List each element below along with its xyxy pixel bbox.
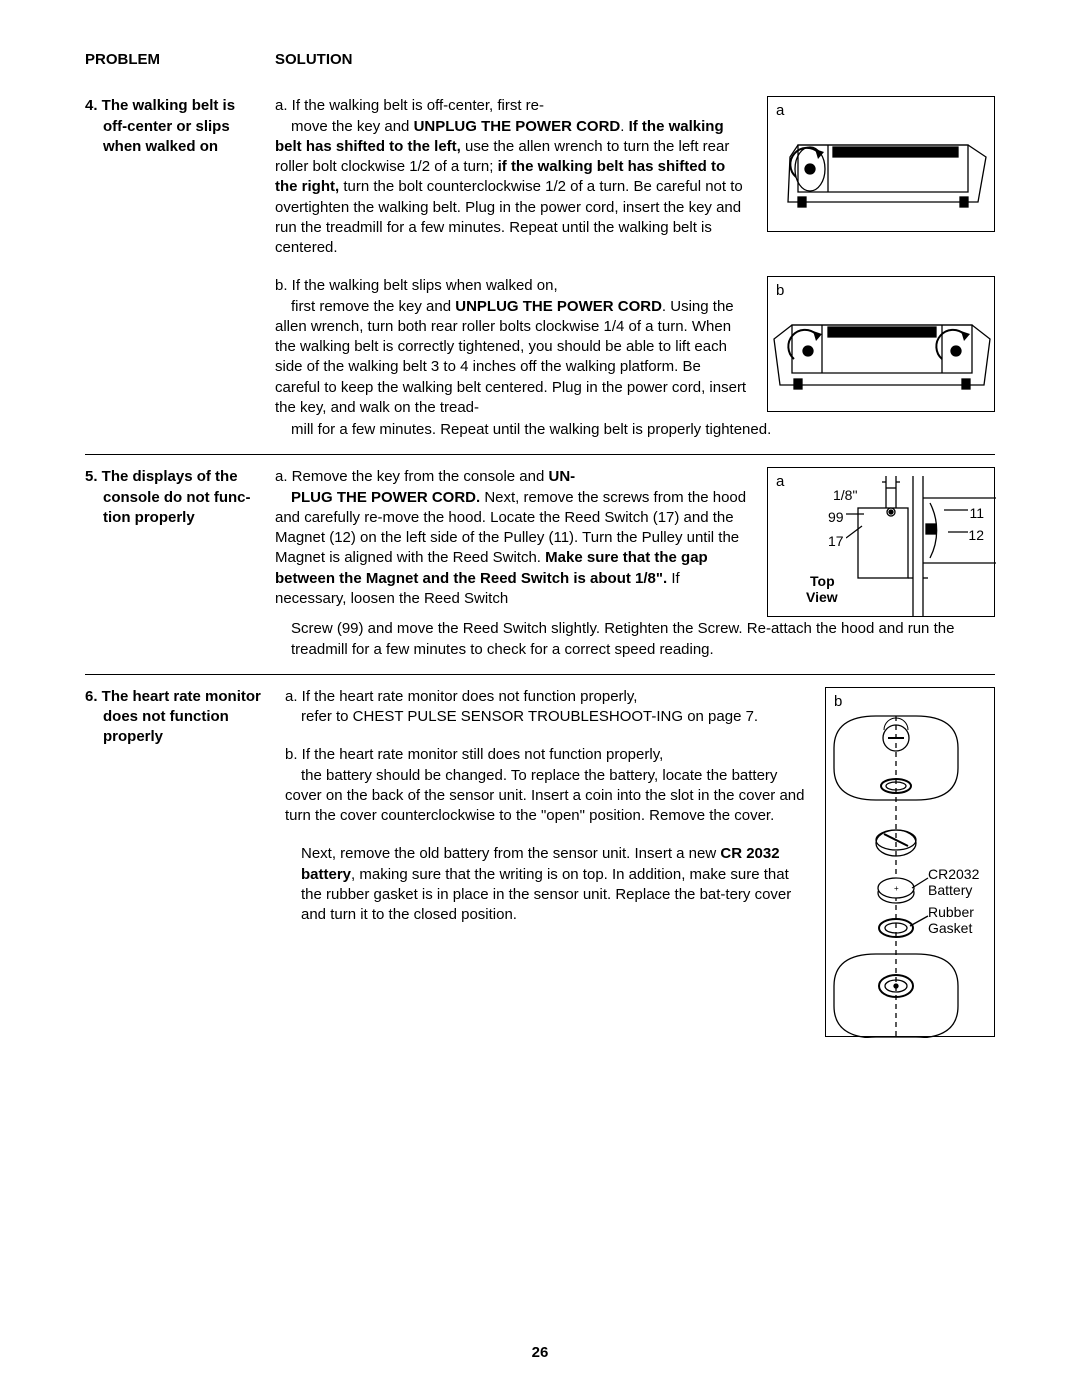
p4-a-l2: move the key and <box>275 118 414 135</box>
page-number: 26 <box>0 1343 1080 1363</box>
p4-a-l3: . <box>620 118 628 135</box>
problem-4-solution: a. If the walking belt is off-center, fi… <box>275 96 995 440</box>
problem-5-row: 5. The displays of the console do not fu… <box>85 455 995 674</box>
p4-b-text: b. If the walking belt slips when walked… <box>275 276 767 418</box>
p6-text-column: a. If the heart rate monitor does not fu… <box>285 687 825 1037</box>
problem-5-title: 5. The displays of the console do not fu… <box>85 467 275 660</box>
svg-text:+: + <box>894 884 899 893</box>
p6-b-p2-l2: , making sure that the writing is on top… <box>301 866 791 924</box>
p6-b-prefix: b. If the heart rate monitor still does … <box>285 746 663 763</box>
p5-a-text: a. Remove the key from the console and U… <box>275 467 767 617</box>
p6-title-l2: does not function <box>85 707 229 727</box>
p4-a-text: a. If the walking belt is off-center, fi… <box>275 96 767 258</box>
fig5-gap: 1/8" <box>833 486 857 505</box>
figure-4b-label: b <box>776 281 784 301</box>
p6-b-l2: the battery should be changed. To replac… <box>285 767 804 825</box>
figure-4a: a <box>767 96 995 232</box>
p4-title-l3: when walked on <box>85 137 218 157</box>
p6-b-p2-l1: Next, remove the old battery from the se… <box>301 845 720 862</box>
p6-solution-b2: Next, remove the old battery from the se… <box>285 844 811 925</box>
problem-6-solution: a. If the heart rate monitor does not fu… <box>285 687 995 1037</box>
p5-solution-a: a. Remove the key from the console and U… <box>275 467 995 617</box>
fig6-gasket-l1: Rubber <box>928 904 974 920</box>
p6-title-l3: properly <box>85 727 163 747</box>
p4-a-prefix: a. If the walking belt is off-center, fi… <box>275 97 544 114</box>
p4-b-l3: . Using the allen wrench, turn both rear… <box>275 298 746 416</box>
p4-title-l2: off-center or slips <box>85 117 230 137</box>
p5-a-l2b: PLUG THE POWER CORD. <box>275 489 480 506</box>
figure-4a-label: a <box>776 101 784 121</box>
fig5-leader-lines <box>846 512 864 542</box>
figure-5a: a <box>767 467 995 617</box>
header-problem: PROBLEM <box>85 50 275 70</box>
fig6-gasket-label: Rubber Gasket <box>928 904 974 936</box>
figure-6b: b <box>825 687 995 1037</box>
p5-a-b1: UN- <box>548 468 575 485</box>
problem-4-row: 4. The walking belt is off-center or sli… <box>85 84 995 454</box>
p4-a-b1: UNPLUG THE POWER CORD <box>414 118 621 135</box>
fig6-batt-l1: CR2032 <box>928 866 979 882</box>
problem-6-title: 6. The heart rate monitor does not funct… <box>85 687 285 1037</box>
p4-b-prefix: b. If the walking belt slips when walked… <box>275 277 558 294</box>
p6-a-l2: refer to CHEST PULSE SENSOR TROUBLESHOOT… <box>285 708 758 725</box>
fig5-leader-lines-r <box>944 508 968 538</box>
figure-5a-label: a <box>776 472 784 492</box>
figure-5a-svg <box>768 468 996 618</box>
p6-a-prefix: a. If the heart rate monitor does not fu… <box>285 688 637 705</box>
figure-4a-svg <box>768 97 996 233</box>
p5-a-prefix: a. Remove the key from the console and <box>275 468 548 485</box>
fig6-gasket-l2: Gasket <box>928 920 972 936</box>
p5-title-l2: console do not func- <box>85 488 251 508</box>
p4-solution-b: b. If the walking belt slips when walked… <box>275 276 995 418</box>
fig5-12: 12 <box>968 526 984 545</box>
fig6-battery-label: CR2032 Battery <box>928 866 979 898</box>
problem-6-row: 6. The heart rate monitor does not funct… <box>85 675 995 1037</box>
figure-4b-svg <box>768 277 996 413</box>
figure-4b: b <box>767 276 995 412</box>
figure-6b-svg: + <box>826 688 996 1038</box>
problem-5-solution: a. Remove the key from the console and U… <box>275 467 995 660</box>
figure-6b-label: b <box>834 692 842 712</box>
p4-b-continuation: mill for a few minutes. Repeat until the… <box>275 420 995 440</box>
fig5-11: 11 <box>969 504 984 523</box>
problem-4-title: 4. The walking belt is off-center or sli… <box>85 96 275 440</box>
p4-title-l1: 4. The walking belt is <box>85 97 235 114</box>
p5-a-continuation: Screw (99) and move the Reed Switch slig… <box>275 619 995 660</box>
p5-title-l1: 5. The displays of the <box>85 468 238 485</box>
fig5-17: 17 <box>828 532 844 551</box>
fig6-batt-l2: Battery <box>928 882 972 898</box>
p4-a-l5: turn the bolt counterclockwise 1/2 of a … <box>275 178 743 256</box>
table-header: PROBLEM SOLUTION <box>85 50 995 70</box>
p6-solution-b1: b. If the heart rate monitor still does … <box>285 745 811 826</box>
p4-solution-a: a. If the walking belt is off-center, fi… <box>275 96 995 258</box>
p4-b-b1: UNPLUG THE POWER CORD <box>455 298 662 315</box>
fig5-99: 99 <box>828 508 844 527</box>
p4-b-l2: first remove the key and <box>275 298 455 315</box>
p6-solution-a: a. If the heart rate monitor does not fu… <box>285 687 811 728</box>
p6-title-l1: 6. The heart rate monitor <box>85 688 261 705</box>
fig5-view: View <box>806 588 838 607</box>
header-solution: SOLUTION <box>275 50 995 70</box>
p5-title-l3: tion properly <box>85 508 195 528</box>
